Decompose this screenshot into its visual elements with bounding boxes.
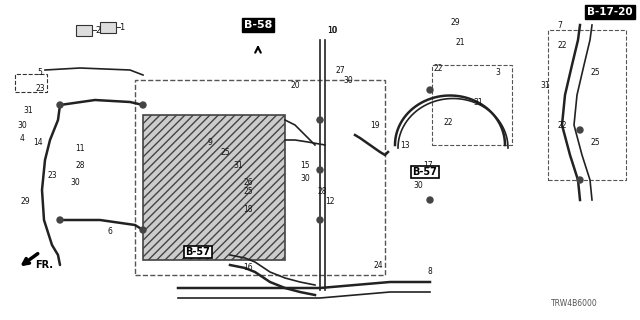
Text: 31: 31 xyxy=(23,106,33,115)
Text: 30: 30 xyxy=(70,178,80,187)
Text: 8: 8 xyxy=(428,268,433,276)
Text: 14: 14 xyxy=(33,138,43,147)
Text: 9: 9 xyxy=(207,138,212,147)
Text: 22: 22 xyxy=(433,63,443,73)
Text: 28: 28 xyxy=(317,188,327,196)
Text: B-17-20: B-17-20 xyxy=(587,7,633,17)
Text: 31: 31 xyxy=(540,81,550,90)
Circle shape xyxy=(577,177,583,183)
Bar xyxy=(135,80,385,275)
Text: B-58: B-58 xyxy=(244,20,272,30)
Bar xyxy=(432,65,512,145)
Text: 31: 31 xyxy=(233,161,243,170)
Text: 27: 27 xyxy=(335,66,345,75)
Text: 7: 7 xyxy=(557,20,563,29)
Circle shape xyxy=(317,217,323,223)
Text: 20: 20 xyxy=(290,81,300,90)
Text: 26: 26 xyxy=(243,178,253,187)
Text: 13: 13 xyxy=(400,140,410,149)
Circle shape xyxy=(140,102,146,108)
Circle shape xyxy=(577,127,583,133)
Text: 25: 25 xyxy=(590,138,600,147)
Circle shape xyxy=(57,102,63,108)
Text: FR.: FR. xyxy=(35,260,53,270)
Text: 11: 11 xyxy=(76,143,84,153)
Text: 3: 3 xyxy=(495,68,500,76)
Text: 25: 25 xyxy=(220,148,230,156)
Text: TRW4B6000: TRW4B6000 xyxy=(551,299,598,308)
Text: B-58: B-58 xyxy=(244,20,272,30)
Text: 10: 10 xyxy=(327,26,337,35)
Bar xyxy=(100,22,116,33)
Circle shape xyxy=(317,167,323,173)
Text: 2: 2 xyxy=(95,26,100,35)
Text: 30: 30 xyxy=(300,173,310,182)
Bar xyxy=(76,25,92,36)
Text: 6: 6 xyxy=(108,228,113,236)
Text: 28: 28 xyxy=(76,161,84,170)
Bar xyxy=(143,115,285,260)
Text: 25: 25 xyxy=(243,188,253,196)
Bar xyxy=(548,30,626,180)
Text: 22: 22 xyxy=(444,117,452,126)
Text: 30: 30 xyxy=(17,121,27,130)
Circle shape xyxy=(427,87,433,93)
Circle shape xyxy=(317,117,323,123)
Text: 18: 18 xyxy=(243,205,253,214)
Text: 5: 5 xyxy=(38,68,42,76)
Circle shape xyxy=(57,217,63,223)
Text: B-57: B-57 xyxy=(186,247,211,257)
Text: B-17-20: B-17-20 xyxy=(587,7,633,17)
Text: 30: 30 xyxy=(343,76,353,84)
Text: 21: 21 xyxy=(455,37,465,46)
Text: 19: 19 xyxy=(370,121,380,130)
Circle shape xyxy=(140,227,146,233)
Text: 4: 4 xyxy=(20,133,24,142)
Text: 1: 1 xyxy=(120,22,125,31)
Text: 10: 10 xyxy=(327,26,337,35)
Text: 17: 17 xyxy=(423,161,433,170)
Text: B-57: B-57 xyxy=(413,167,437,177)
Text: 16: 16 xyxy=(243,263,253,273)
Text: 24: 24 xyxy=(373,260,383,269)
Text: 15: 15 xyxy=(300,161,310,170)
Text: 29: 29 xyxy=(20,197,30,206)
Text: 31: 31 xyxy=(473,98,483,107)
Text: 22: 22 xyxy=(557,41,567,50)
Text: 25: 25 xyxy=(590,68,600,76)
Text: 29: 29 xyxy=(450,18,460,27)
Text: 30: 30 xyxy=(413,180,423,189)
Circle shape xyxy=(427,197,433,203)
Text: 23: 23 xyxy=(35,84,45,92)
Text: 23: 23 xyxy=(47,171,57,180)
Text: 12: 12 xyxy=(325,197,335,206)
Text: 22: 22 xyxy=(557,121,567,130)
Bar xyxy=(15,74,47,92)
